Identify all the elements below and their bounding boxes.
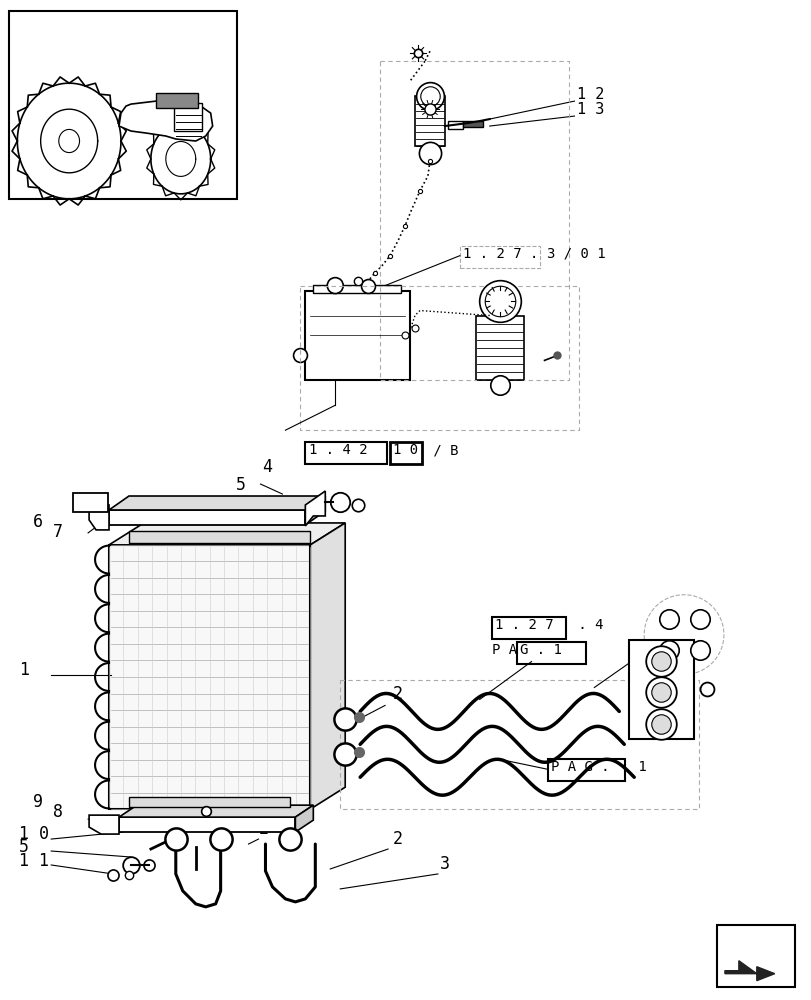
Text: G . 1: G . 1 (519, 643, 560, 657)
Bar (459, 246, 539, 268)
Circle shape (327, 278, 343, 294)
Bar (305, 442, 387, 464)
Polygon shape (89, 505, 109, 530)
Text: 1 1: 1 1 (19, 852, 49, 870)
Polygon shape (295, 805, 313, 832)
Text: 1 . 4 2: 1 . 4 2 (309, 443, 367, 457)
Polygon shape (119, 101, 212, 141)
Text: 8: 8 (54, 803, 63, 821)
Text: 2: 2 (393, 830, 402, 848)
Text: 1: 1 (19, 661, 29, 679)
Bar (73, 493, 108, 512)
Bar (389, 442, 422, 464)
Text: 1 . 2 7 .: 1 . 2 7 . (462, 247, 538, 261)
Polygon shape (89, 815, 119, 834)
Polygon shape (119, 805, 313, 817)
Bar (129, 797, 290, 807)
Text: 5: 5 (235, 476, 245, 494)
Text: 2: 2 (393, 685, 402, 703)
Text: 1 0: 1 0 (393, 443, 418, 457)
Polygon shape (305, 496, 325, 525)
Polygon shape (109, 523, 345, 545)
Text: 9: 9 (33, 793, 43, 811)
Text: 1: 1 (629, 760, 646, 774)
Bar (174, 103, 201, 131)
Polygon shape (310, 523, 345, 809)
Text: / B: / B (424, 443, 458, 457)
Bar (462, 121, 483, 127)
Bar (156, 93, 197, 108)
Bar (475, 316, 523, 380)
Text: . 4: . 4 (570, 618, 603, 632)
Text: 6: 6 (33, 513, 43, 531)
Text: 5: 5 (19, 838, 29, 856)
Bar (119, 817, 295, 832)
Polygon shape (305, 491, 325, 526)
Polygon shape (724, 961, 774, 981)
Text: 3: 3 (440, 855, 449, 873)
Text: 3 / 0 1: 3 / 0 1 (546, 247, 604, 261)
Bar (547, 759, 624, 781)
Bar (414, 96, 444, 146)
Bar (109, 545, 310, 809)
Text: P A: P A (491, 643, 516, 657)
Text: 1 . 2 7: 1 . 2 7 (494, 618, 552, 632)
Bar (109, 510, 305, 525)
Text: P A G .: P A G . (550, 760, 608, 774)
Bar (629, 640, 693, 739)
Text: 1 0: 1 0 (19, 825, 49, 843)
Bar (305, 291, 410, 380)
Bar (10, 11, 236, 199)
Bar (448, 121, 462, 129)
Bar (129, 531, 310, 543)
Bar (313, 285, 401, 293)
Bar (516, 642, 586, 664)
Text: 7: 7 (54, 523, 63, 541)
Text: 2: 2 (258, 820, 268, 838)
Text: 4: 4 (262, 458, 272, 476)
Polygon shape (109, 496, 325, 510)
Text: 1 2: 1 2 (577, 87, 604, 102)
Bar (491, 617, 566, 639)
Bar (716, 925, 794, 987)
Text: 1 3: 1 3 (577, 102, 604, 117)
